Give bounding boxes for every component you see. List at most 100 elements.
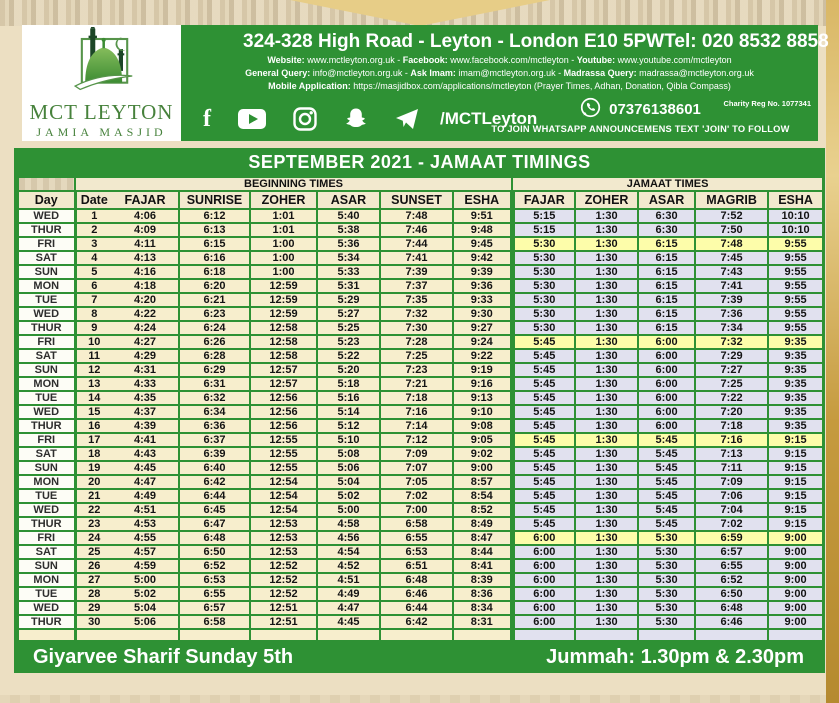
beginning-time-cell: 5:04 [316, 474, 381, 490]
beginning-time-cell: 7:35 [379, 292, 454, 308]
beginning-time-cell: 1:00 [249, 264, 318, 280]
beginning-time-cell: 6:44 [178, 488, 251, 504]
col-day: Day [17, 190, 77, 210]
beginning-time-cell: 5:25 [316, 320, 381, 336]
beginning-time-cell: 4:57 [112, 544, 180, 560]
jamaat-time-cell: 1:30 [574, 418, 640, 434]
date-cell: 27 [74, 572, 112, 588]
telegram-icon [395, 108, 419, 130]
table-row: FRI 24 4:55 6:48 12:53 4:56 6:55 8:47 6:00 1:30 5:… [17, 530, 825, 546]
facebook-icon: f [203, 106, 211, 132]
day-cell: FRI [17, 530, 77, 546]
beginning-time-cell: 5:00 [112, 572, 180, 588]
beginning-time-cell: 4:16 [112, 264, 180, 280]
beginning-time-cell: 12:51 [249, 600, 318, 616]
jamaat-time-cell: 1:30 [574, 208, 640, 224]
jamaat-time-cell: 1:30 [574, 376, 640, 392]
jamaat-time-cell: 6:52 [694, 572, 770, 588]
beginning-time-cell: 6:57 [178, 600, 251, 616]
beginning-time-cell: 12:52 [249, 572, 318, 588]
day-cell: THUR [17, 516, 77, 532]
beginning-time-cell: 4:18 [112, 278, 180, 294]
day-cell: SUN [17, 264, 77, 280]
beginning-time-cell: 6:51 [379, 558, 454, 574]
beginning-time-cell: 9:36 [451, 278, 515, 294]
jamaat-time-cell: 7:45 [694, 250, 770, 266]
jamaat-time-cell: 7:32 [694, 334, 770, 350]
jamaat-time-cell: 1:30 [574, 614, 640, 630]
jamaat-time-cell: 5:45 [511, 362, 577, 378]
table-row: TUE 14 4:35 6:32 12:56 5:16 7:18 9:13 5:45 1:30 6:… [17, 390, 825, 406]
jamaat-time-cell: 1:30 [574, 432, 640, 448]
beginning-time-cell: 6:44 [379, 600, 454, 616]
jamaat-time-cell: 7:02 [694, 516, 770, 532]
beginning-time-cell: 8:57 [451, 474, 515, 490]
pattern-cell [17, 176, 76, 192]
jamaat-time-cell: 6:15 [637, 236, 697, 252]
jamaat-time-cell: 5:30 [637, 614, 697, 630]
table-row: THUR 9 4:24 6:24 12:58 5:25 7:30 9:27 5:30 1:30 6:… [17, 320, 825, 336]
day-cell: SAT [17, 544, 77, 560]
jamaat-time-cell: 1:30 [574, 334, 640, 350]
beginning-time-cell: 4:55 [112, 530, 180, 546]
jamaat-time-cell: 1:30 [574, 306, 640, 322]
table-row: SAT 18 4:43 6:39 12:55 5:08 7:09 9:02 5:45 1:30 5:… [17, 446, 825, 462]
jamaat-time-cell: 5:30 [511, 292, 577, 308]
day-cell: SAT [17, 446, 77, 462]
beginning-time-cell: 6:13 [178, 222, 251, 238]
table-row: THUR 30 5:06 6:58 12:51 4:45 6:42 8:31 6:00 1:30 5… [17, 614, 825, 630]
col-jamaat-magrib: MAGRIB [694, 190, 770, 210]
youtube-icon [238, 109, 266, 129]
masjid-telephone: Tel: 020 8532 8858 [664, 31, 829, 52]
jamaat-time-cell: 1:30 [574, 222, 640, 238]
jamaat-time-cell: 5:30 [637, 586, 697, 602]
beginning-time-cell: 4:35 [112, 390, 180, 406]
table-cell [112, 628, 180, 642]
beginning-time-cell: 12:55 [249, 460, 318, 476]
table-cell [379, 628, 454, 642]
day-cell: THUR [17, 222, 77, 238]
jamaat-time-cell: 6:00 [511, 558, 577, 574]
beginning-time-cell: 6:48 [178, 530, 251, 546]
date-cell: 3 [74, 236, 112, 252]
beginning-time-cell: 4:47 [316, 600, 381, 616]
beginning-time-cell: 4:29 [112, 348, 180, 364]
beginning-time-cell: 9:13 [451, 390, 515, 406]
jamaat-time-cell: 5:45 [511, 334, 577, 350]
table-row: TUE 21 4:49 6:44 12:54 5:02 7:02 8:54 5:45 1:30 5:… [17, 488, 825, 504]
date-cell: 18 [74, 446, 112, 462]
jamaat-time-cell: 6:15 [637, 264, 697, 280]
beginning-time-cell: 6:31 [178, 376, 251, 392]
beginning-time-cell: 4:09 [112, 222, 180, 238]
jamaat-time-cell: 6:00 [511, 614, 577, 630]
beginning-time-cell: 4:45 [112, 460, 180, 476]
jamaat-time-cell: 7:16 [694, 432, 770, 448]
col-asar: ASAR [316, 190, 381, 210]
table-row: THUR 2 4:09 6:13 1:01 5:38 7:46 9:48 5:15 1:30 6:3… [17, 222, 825, 238]
table-cell [574, 628, 640, 642]
beginning-time-cell: 6:42 [178, 474, 251, 490]
jamaat-time-cell: 5:30 [637, 530, 697, 546]
beginning-time-cell: 5:08 [316, 446, 381, 462]
jamaat-time-cell: 1:30 [574, 600, 640, 616]
background-bottom-pattern [0, 695, 839, 703]
snapchat-icon [344, 107, 368, 131]
jamaat-time-cell: 7:50 [694, 222, 770, 238]
beginning-time-cell: 9:19 [451, 362, 515, 378]
date-cell: 23 [74, 516, 112, 532]
beginning-time-cell: 6:28 [178, 348, 251, 364]
beginning-time-cell: 5:14 [316, 404, 381, 420]
jamaat-time-cell: 7:18 [694, 418, 770, 434]
jamaat-time-cell: 6:00 [637, 404, 697, 420]
table-row: SUN 26 4:59 6:52 12:52 4:52 6:51 8:41 6:00 1:30 5:… [17, 558, 825, 574]
col-sunrise: SUNRISE [178, 190, 251, 210]
jamaat-time-cell: 1:30 [574, 530, 640, 546]
date-cell: 8 [74, 306, 112, 322]
table-row: TUE 28 5:02 6:55 12:52 4:49 6:46 8:36 6:00 1:30 5:… [17, 586, 825, 602]
jamaat-time-cell: 1:30 [574, 502, 640, 518]
beginning-time-cell: 4:13 [112, 250, 180, 266]
day-cell: SUN [17, 460, 77, 476]
beginning-time-cell: 4:49 [112, 488, 180, 504]
date-cell: 25 [74, 544, 112, 560]
beginning-time-cell: 12:53 [249, 530, 318, 546]
